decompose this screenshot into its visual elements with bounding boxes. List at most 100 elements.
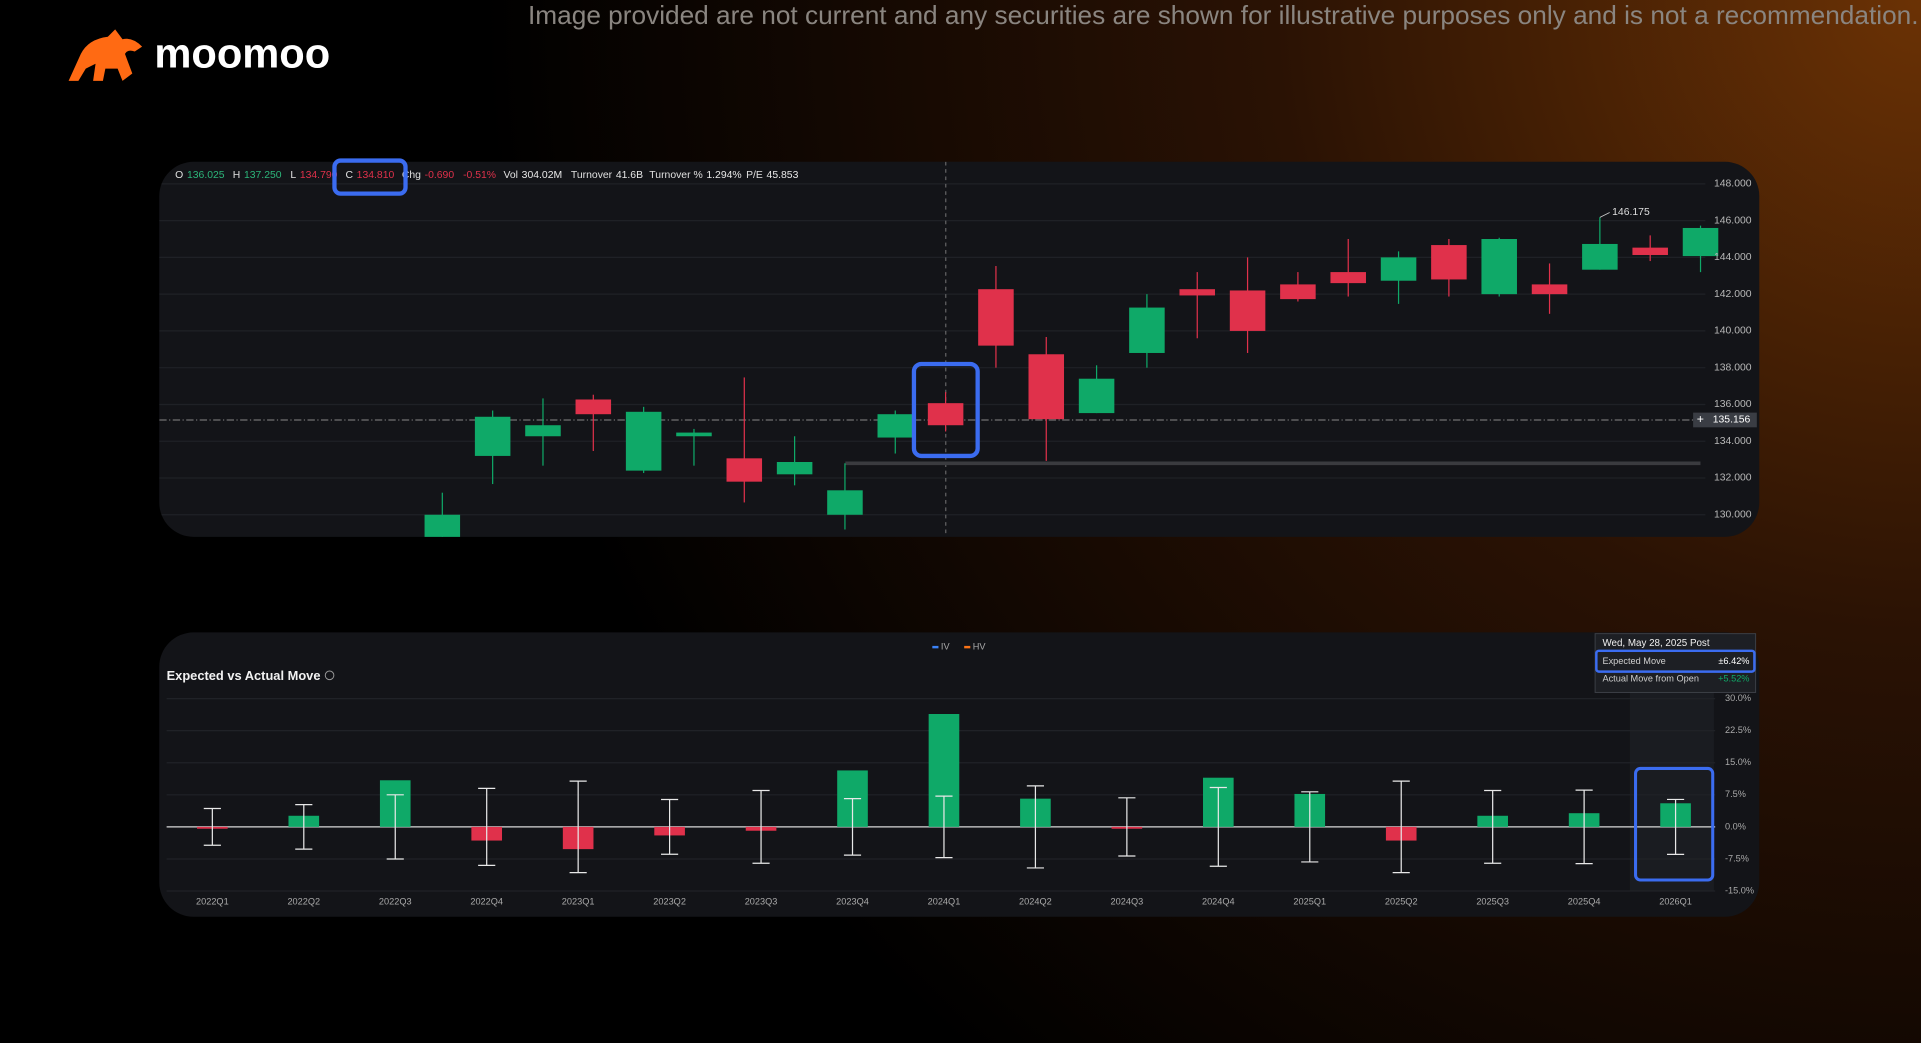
x-tick-label: 2026Q1 — [1659, 896, 1692, 906]
x-tick-label: 2025Q2 — [1385, 896, 1418, 906]
x-tick-label: 2024Q4 — [1202, 896, 1235, 906]
tooltip-label: Expected Move — [1602, 656, 1665, 666]
candle-body — [1129, 307, 1165, 353]
candle-body — [424, 514, 461, 537]
candle-body — [1582, 243, 1618, 270]
tooltip-date: Wed, May 28, 2025 Post — [1602, 638, 1709, 649]
y-tick-label: 15.0% — [1725, 757, 1751, 767]
candle-body — [1431, 245, 1467, 280]
candle-body — [1229, 290, 1266, 331]
x-tick-label: 2022Q1 — [196, 896, 229, 906]
expected-move-error-bar — [478, 787, 496, 866]
expected-move-error-bar — [1118, 797, 1136, 857]
candle-body — [1481, 238, 1517, 295]
tooltip-value: +5.52% — [1718, 673, 1749, 683]
crosshair-plus: + — [1697, 412, 1704, 426]
tooltip-box — [1594, 633, 1757, 693]
highlight-box — [1595, 649, 1756, 673]
candle-body — [625, 411, 662, 471]
header-value: 136.025 — [187, 170, 225, 181]
crosshair-label: 135.156 — [1713, 415, 1751, 426]
candle-body — [927, 403, 964, 426]
move-chart: 30.0% 22.5% 15.0% 7.5% 0.0% -7.5% -15.0% Expect… — [167, 633, 1757, 906]
y-tick-label: 146.000 — [1714, 215, 1752, 226]
x-tick-label: 2024Q2 — [1019, 896, 1052, 906]
candle-panel — [159, 161, 1760, 537]
y-tick-label: 0.0% — [1725, 821, 1746, 831]
candle-body — [978, 289, 1014, 346]
candle-body — [1078, 378, 1115, 414]
y-tick-label: -7.5% — [1725, 853, 1749, 863]
y-tick-label: -15.0% — [1725, 885, 1754, 895]
header-value: 134.790 — [300, 170, 338, 181]
disclaimer: Image provided are not current and any s… — [528, 2, 1919, 30]
y-tick-label: 134.000 — [1714, 436, 1752, 447]
expected-move-error-bar — [1484, 789, 1502, 864]
candle-chart — [159, 161, 1719, 537]
x-tick-label: 2025Q4 — [1568, 896, 1601, 906]
x-tick-label: 2022Q4 — [470, 896, 503, 906]
logo-icon — [68, 29, 143, 81]
header-label: L — [290, 170, 296, 181]
chart-title: Expected vs Actual Move — [167, 668, 321, 683]
legend-label: IV — [941, 642, 951, 652]
header-value: -0.690 — [425, 170, 455, 181]
x-tick-label: 2024Q1 — [928, 896, 961, 906]
highlight-box — [1634, 766, 1715, 882]
x-tick-label: 2023Q1 — [562, 896, 595, 906]
x-tick-label: 2025Q3 — [1476, 896, 1509, 906]
header-value: 41.6B — [616, 170, 643, 181]
y-tick-label: 140.000 — [1714, 326, 1752, 337]
x-tick-label: 2022Q3 — [379, 896, 412, 906]
candle-body — [1380, 257, 1417, 281]
candle-overlay: 130.000 132.000 134.000 136.000 138.000 140.0… — [175, 170, 1757, 521]
expected-move-error-bar — [203, 807, 221, 846]
x-tick-label: 2024Q3 — [1111, 896, 1144, 906]
candle-body — [1632, 247, 1668, 255]
highlight-box — [911, 361, 980, 459]
candle-body — [1330, 272, 1366, 284]
y-tick-label: 148.000 — [1714, 179, 1752, 190]
x-tick-label: 2025Q1 — [1293, 896, 1326, 906]
x-tick-label: 2023Q4 — [836, 896, 869, 906]
candle-body — [1179, 289, 1216, 296]
expected-move-error-bar — [1575, 789, 1593, 865]
expected-move-error-bar — [1667, 798, 1685, 855]
candle-body — [726, 458, 763, 482]
x-tick-label: 2022Q2 — [287, 896, 320, 906]
info-icon — [324, 670, 335, 681]
header-value: 137.250 — [244, 170, 282, 181]
y-tick-label: 22.5% — [1725, 725, 1751, 735]
expected-move-error-bar — [1392, 780, 1410, 874]
header-value: -0.51% — [463, 170, 496, 181]
y-tick-label: 136.000 — [1714, 399, 1752, 410]
x-tick-label: 2023Q2 — [653, 896, 686, 906]
header-label: Turnover % — [649, 170, 702, 181]
expected-move-error-bar — [935, 795, 953, 859]
y-tick-label: 130.000 — [1714, 510, 1752, 521]
expected-move-error-bar — [661, 798, 679, 855]
brand-name: moomoo — [154, 29, 330, 76]
selected-column — [1629, 688, 1714, 892]
expected-move-error-bar — [295, 804, 313, 850]
expected-move-error-bar — [1209, 786, 1227, 867]
y-tick-label: 30.0% — [1725, 693, 1751, 703]
high-leader — [1599, 212, 1610, 218]
header-label: Vol — [504, 170, 518, 181]
expected-move-error-bar — [569, 780, 587, 874]
header-value: 134.810 — [357, 170, 395, 181]
header-label: P/E — [746, 170, 763, 181]
highlight-box — [332, 158, 408, 196]
candle-body — [1028, 354, 1065, 420]
high-label: 146.175 — [1612, 207, 1650, 218]
expected-move-error-bar — [1301, 791, 1319, 863]
header-label: O — [175, 170, 183, 181]
candle-body — [877, 414, 914, 438]
y-tick-label: 138.000 — [1714, 362, 1752, 373]
logo: moomoo — [68, 29, 330, 81]
candle-body — [1531, 284, 1568, 295]
header-value: 1.294% — [706, 170, 741, 181]
header-label: C — [345, 170, 353, 181]
candle-body — [575, 399, 612, 415]
